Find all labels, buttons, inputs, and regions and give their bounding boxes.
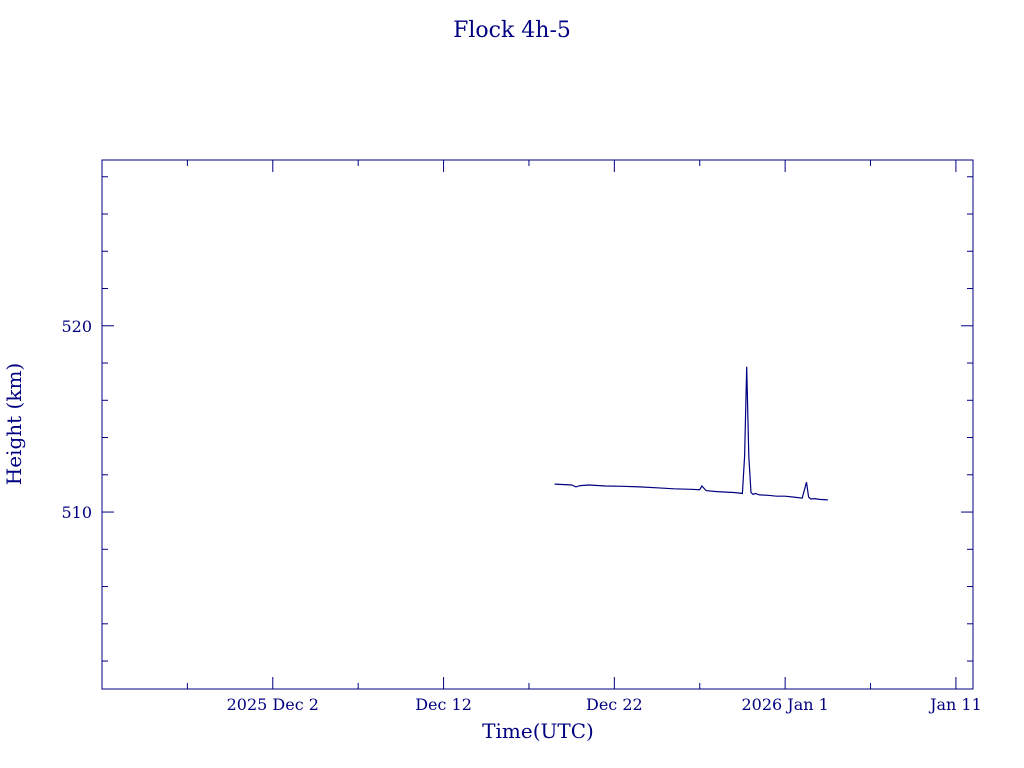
x-tick-label: Dec 22: [586, 695, 643, 714]
x-axis-label: Time(UTC): [482, 719, 594, 743]
x-tick-label: Jan 11: [928, 695, 982, 714]
x-tick-label: Dec 12: [415, 695, 472, 714]
y-tick-label: 520: [61, 317, 92, 336]
y-tick-label: 510: [61, 503, 92, 522]
y-tick-labels: 510 520: [61, 317, 92, 522]
x-tick-label: 2026 Jan 1: [741, 695, 828, 714]
chart-title: Flock 4h-5: [453, 18, 571, 43]
x-tick-labels: 2025 Dec 2 Dec 12 Dec 22 2026 Jan 1 Jan 11: [227, 695, 982, 714]
series-line: [554, 366, 828, 501]
plot-frame: [101, 159, 974, 690]
x-tick-label: 2025 Dec 2: [227, 695, 319, 714]
axis-ticks: [102, 160, 973, 689]
y-axis-label: Height (km): [2, 363, 26, 485]
